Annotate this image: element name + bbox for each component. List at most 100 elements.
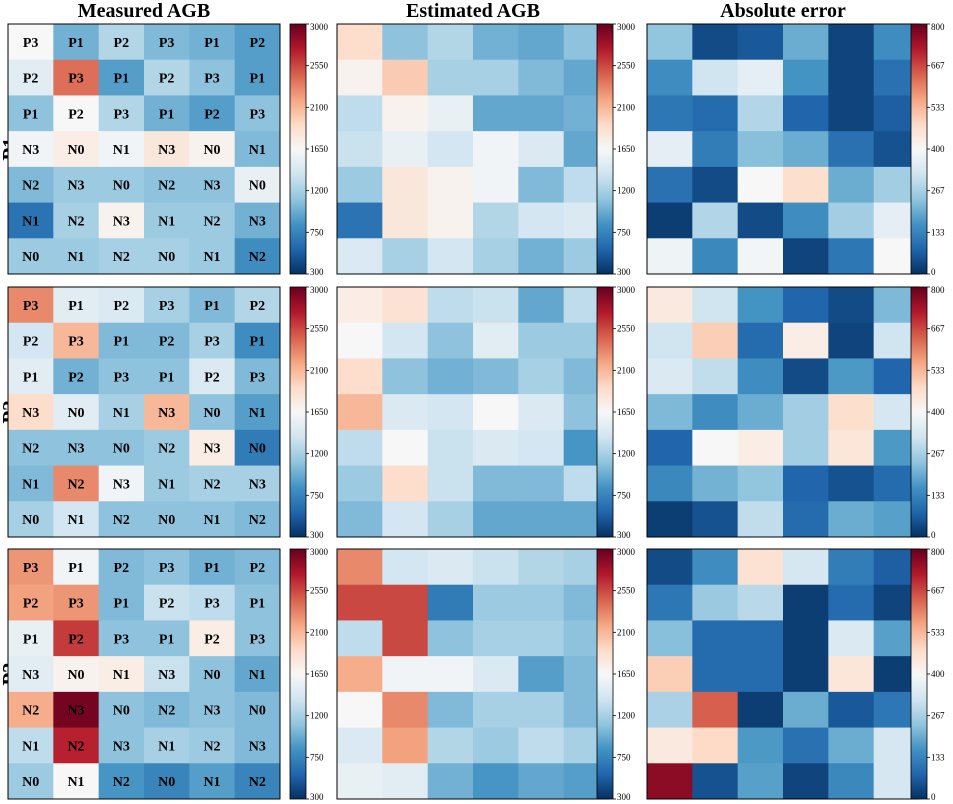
heatmap-cell — [234, 287, 281, 324]
heatmap-cell — [647, 691, 693, 728]
heatmap-cell — [828, 549, 875, 586]
heatmap-cell — [144, 131, 190, 168]
heatmap-cell — [783, 95, 829, 132]
colorbar-tick-label: 667 — [931, 586, 945, 596]
heatmap-cell — [518, 429, 565, 466]
cell-treatment-label: P3 — [204, 597, 220, 612]
panel-p2-error — [646, 286, 920, 538]
colorbar-tick-label: 2550 — [617, 324, 636, 334]
cell-treatment-label: N2 — [67, 477, 84, 492]
heatmap-cell — [98, 763, 145, 800]
heatmap-cell — [692, 358, 739, 395]
heatmap-cell — [144, 202, 190, 239]
colorbar-tick-label: 1650 — [310, 669, 329, 679]
heatmap-cell — [234, 238, 281, 275]
cell-treatment-label: N1 — [203, 250, 220, 265]
cell-treatment-label: N3 — [249, 739, 266, 754]
heatmap-cell — [427, 131, 474, 168]
colorbar-tick-label: 750 — [617, 227, 631, 237]
cell-treatment-label: P2 — [23, 335, 39, 350]
heatmap-cell — [8, 549, 54, 586]
heatmap-cell — [8, 131, 54, 168]
heatmap-cell — [337, 59, 383, 96]
heatmap-cell — [337, 394, 383, 431]
heatmap-cell — [8, 656, 54, 693]
heatmap-cell — [473, 727, 519, 764]
cell-treatment-label: N0 — [67, 668, 84, 683]
heatmap-cell — [53, 95, 100, 132]
heatmap-cell — [234, 620, 281, 657]
heatmap-cell — [8, 691, 54, 728]
cell-treatment-label: N0 — [249, 442, 266, 457]
colorbar-tick-label: 133 — [931, 752, 945, 762]
heatmap-cell — [473, 394, 519, 431]
heatmap-cell — [828, 358, 875, 395]
colorbars: 3000255021001650120075030030002550210016… — [289, 22, 945, 802]
heatmap-cell — [473, 465, 519, 502]
heatmap-cell — [828, 727, 875, 764]
panel-p1-error — [646, 23, 920, 275]
colorbar-error-p1: 800 667 533 400 267 133 0 — [910, 22, 945, 277]
colorbar-tick-label: 3000 — [310, 285, 329, 295]
cell-treatment-label: P3 — [250, 107, 266, 122]
heatmap-cell — [692, 584, 739, 621]
heatmap-cell — [473, 549, 519, 586]
heatmap-cell — [828, 465, 875, 502]
colorbar-tick-label: 2550 — [310, 586, 329, 596]
heatmap-cell — [783, 202, 829, 239]
colorbar-tick-label: 3000 — [617, 547, 636, 557]
colorbar-tick-label: 533 — [931, 365, 945, 375]
heatmap-cell — [828, 501, 875, 538]
cell-treatment-label: P2 — [114, 561, 130, 576]
cell-treatment-label: P2 — [159, 335, 175, 350]
heatmap-cell — [737, 394, 784, 431]
colorbar-tick-label: 1200 — [310, 449, 329, 459]
heatmap-cell — [234, 166, 281, 203]
heatmap-cell — [783, 287, 829, 324]
cell-treatment-label: N2 — [203, 477, 220, 492]
heatmap-cell — [783, 131, 829, 168]
cell-treatment-label: N2 — [203, 214, 220, 229]
heatmap-cell — [337, 131, 383, 168]
cell-treatment-label: N0 — [67, 143, 84, 158]
heatmap-cell — [98, 549, 145, 586]
cell-treatment-label: N1 — [249, 668, 266, 683]
cell-treatment-label: N1 — [22, 214, 39, 229]
cell-treatment-label: P3 — [114, 632, 130, 647]
heatmap-cell — [473, 691, 519, 728]
heatmap-cell — [8, 238, 54, 275]
heatmap-cell — [647, 727, 693, 764]
cell-treatment-label: N3 — [67, 704, 84, 719]
colorbar-agb-p3: 3000 2550 2100 1650 1200 750 300 — [596, 547, 636, 802]
heatmap-cell — [98, 131, 145, 168]
heatmap-cell — [518, 584, 565, 621]
panel-p3-measured: P3 P1 P2 P3 P1 P2 P2 P3 P1 P2 P3 P1 P1 P2 P3 P1 P2 P3 N3 N0… — [7, 548, 281, 800]
heatmap-cell — [382, 584, 429, 621]
heatmap-cell — [8, 620, 54, 657]
heatmap-cell — [692, 238, 739, 275]
heatmap-cell — [382, 59, 429, 96]
cell-treatment-label: N1 — [113, 668, 130, 683]
heatmap-cell — [53, 429, 100, 466]
heatmap-cell — [427, 358, 474, 395]
heatmap-cell — [53, 238, 100, 275]
heatmap-cell — [53, 24, 100, 61]
colorbar-tick-label: 0 — [931, 530, 936, 540]
heatmap-cell — [828, 238, 875, 275]
colorbar-error-p3: 800 667 533 400 267 133 0 — [910, 547, 945, 802]
heatmap-cell — [53, 691, 100, 728]
cell-treatment-label: P3 — [23, 299, 39, 314]
cell-treatment-label: N0 — [249, 179, 266, 194]
heatmap-cell — [189, 429, 236, 466]
heatmap-cell — [98, 465, 145, 502]
cell-treatment-label: N3 — [22, 143, 39, 158]
heatmap-cell — [189, 394, 236, 431]
heatmap-cell — [144, 394, 190, 431]
cell-treatment-label: P2 — [250, 299, 266, 314]
heatmap-cell — [427, 656, 474, 693]
colorbar-gradient — [910, 286, 928, 538]
heatmap-cell — [382, 763, 429, 800]
cell-treatment-label: N0 — [158, 250, 175, 265]
colorbar-tick-label: 133 — [931, 227, 945, 237]
heatmap-cell — [473, 131, 519, 168]
